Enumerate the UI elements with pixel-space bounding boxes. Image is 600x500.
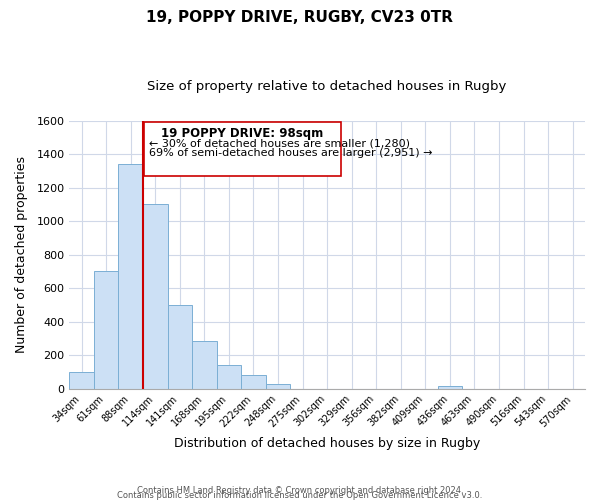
Text: Contains HM Land Registry data © Crown copyright and database right 2024.: Contains HM Land Registry data © Crown c… (137, 486, 463, 495)
Text: 69% of semi-detached houses are larger (2,951) →: 69% of semi-detached houses are larger (… (149, 148, 433, 158)
Y-axis label: Number of detached properties: Number of detached properties (15, 156, 28, 353)
Title: Size of property relative to detached houses in Rugby: Size of property relative to detached ho… (148, 80, 507, 93)
Bar (437, 386, 462, 389)
Text: ← 30% of detached houses are smaller (1,280): ← 30% of detached houses are smaller (1,… (149, 138, 410, 148)
Text: 19 POPPY DRIVE: 98sqm: 19 POPPY DRIVE: 98sqm (161, 128, 323, 140)
Bar (217, 366, 241, 389)
Text: Contains public sector information licensed under the Open Government Licence v3: Contains public sector information licen… (118, 491, 482, 500)
X-axis label: Distribution of detached houses by size in Rugby: Distribution of detached houses by size … (174, 437, 480, 450)
Bar (192, 341, 217, 389)
Bar (241, 376, 266, 389)
Bar (70, 372, 94, 389)
Bar (118, 164, 143, 389)
Bar (143, 204, 167, 389)
Text: 19, POPPY DRIVE, RUGBY, CV23 0TR: 19, POPPY DRIVE, RUGBY, CV23 0TR (146, 10, 454, 25)
Bar (94, 272, 118, 389)
FancyBboxPatch shape (144, 122, 341, 176)
Bar (266, 384, 290, 389)
Bar (167, 305, 192, 389)
